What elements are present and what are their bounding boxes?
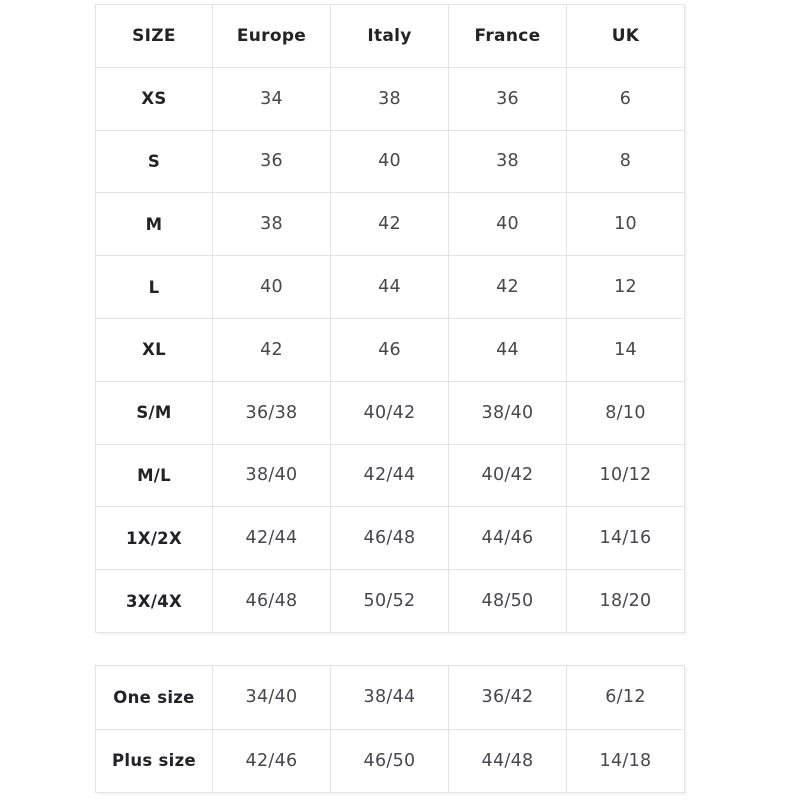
- cell-value: 36: [448, 66, 567, 131]
- column-header-uk: UK: [566, 4, 685, 68]
- cell-value: 10/12: [566, 443, 685, 508]
- cell-value: 8/10: [566, 380, 685, 445]
- cell-value: 40: [212, 255, 331, 319]
- cell-value: 38: [212, 192, 331, 257]
- cell-value: 6: [566, 66, 685, 131]
- cell-value: 36: [212, 129, 331, 194]
- table-row-1x2x: 1X/2X 42/44 46/48 44/46 14/16: [95, 506, 685, 571]
- table-header-row: SIZE Europe Italy France UK: [95, 4, 685, 68]
- row-label: M: [95, 192, 213, 257]
- cell-value: 14: [566, 317, 685, 382]
- cell-value: 46/48: [212, 569, 331, 633]
- table-row-xs: XS 34 38 36 6: [95, 66, 685, 131]
- special-sizes-table: One size 34/40 38/44 36/42 6/12 Plus siz…: [95, 665, 685, 793]
- table-row-plus-size: Plus size 42/46 46/50 44/48 14/18: [95, 728, 685, 793]
- cell-value: 46/50: [330, 728, 449, 793]
- row-label: One size: [95, 665, 213, 730]
- table-row-ml: M/L 38/40 42/44 40/42 10/12: [95, 443, 685, 508]
- cell-value: 42/44: [212, 506, 331, 571]
- row-label: XL: [95, 317, 213, 382]
- row-label: Plus size: [95, 728, 213, 793]
- cell-value: 50/52: [330, 569, 449, 633]
- cell-value: 40: [330, 129, 449, 194]
- table-row-sm: S/M 36/38 40/42 38/40 8/10: [95, 380, 685, 445]
- cell-value: 42: [212, 317, 331, 382]
- cell-value: 34/40: [212, 665, 331, 730]
- column-header-italy: Italy: [330, 4, 449, 68]
- cell-value: 44: [448, 317, 567, 382]
- cell-value: 46/48: [330, 506, 449, 571]
- table-row-l: L 40 44 42 12: [95, 255, 685, 319]
- row-label: 3X/4X: [95, 569, 213, 633]
- cell-value: 10: [566, 192, 685, 257]
- cell-value: 40/42: [330, 380, 449, 445]
- table-row-one-size: One size 34/40 38/44 36/42 6/12: [95, 665, 685, 730]
- size-conversion-table: SIZE Europe Italy France UK XS 34 38 36 …: [95, 4, 685, 633]
- cell-value: 44/46: [448, 506, 567, 571]
- cell-value: 40: [448, 192, 567, 257]
- cell-value: 42: [448, 255, 567, 319]
- table-row-xl: XL 42 46 44 14: [95, 317, 685, 382]
- column-header-europe: Europe: [212, 4, 331, 68]
- cell-value: 14/18: [566, 728, 685, 793]
- table-row-3x4x: 3X/4X 46/48 50/52 48/50 18/20: [95, 569, 685, 633]
- cell-value: 44/48: [448, 728, 567, 793]
- cell-value: 36/42: [448, 665, 567, 730]
- cell-value: 34: [212, 66, 331, 131]
- cell-value: 18/20: [566, 569, 685, 633]
- cell-value: 48/50: [448, 569, 567, 633]
- column-header-size: SIZE: [95, 4, 213, 68]
- row-label: L: [95, 255, 213, 319]
- cell-value: 8: [566, 129, 685, 194]
- column-header-france: France: [448, 4, 567, 68]
- cell-value: 40/42: [448, 443, 567, 508]
- cell-value: 44: [330, 255, 449, 319]
- cell-value: 38/44: [330, 665, 449, 730]
- table-row-s: S 36 40 38 8: [95, 129, 685, 194]
- row-label: S: [95, 129, 213, 194]
- cell-value: 38: [330, 66, 449, 131]
- table-row-m: M 38 42 40 10: [95, 192, 685, 257]
- cell-value: 38: [448, 129, 567, 194]
- row-label: M/L: [95, 443, 213, 508]
- cell-value: 42/46: [212, 728, 331, 793]
- row-label: S/M: [95, 380, 213, 445]
- cell-value: 42: [330, 192, 449, 257]
- cell-value: 12: [566, 255, 685, 319]
- cell-value: 14/16: [566, 506, 685, 571]
- row-label: XS: [95, 66, 213, 131]
- cell-value: 38/40: [212, 443, 331, 508]
- cell-value: 36/38: [212, 380, 331, 445]
- cell-value: 38/40: [448, 380, 567, 445]
- cell-value: 6/12: [566, 665, 685, 730]
- row-label: 1X/2X: [95, 506, 213, 571]
- cell-value: 46: [330, 317, 449, 382]
- cell-value: 42/44: [330, 443, 449, 508]
